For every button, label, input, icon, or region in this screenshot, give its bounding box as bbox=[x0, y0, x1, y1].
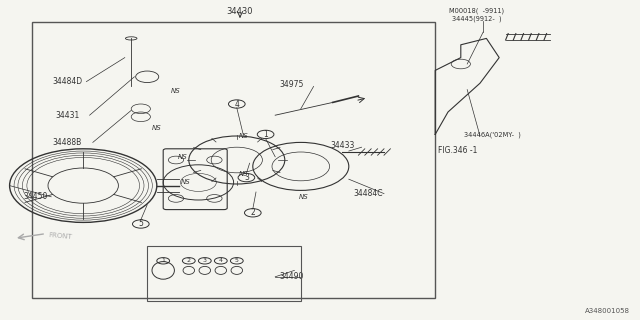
Text: 4: 4 bbox=[234, 100, 239, 108]
Text: 34431: 34431 bbox=[55, 111, 79, 120]
Text: FIG.346 -1: FIG.346 -1 bbox=[438, 146, 477, 155]
Text: A348001058: A348001058 bbox=[586, 308, 630, 314]
Text: 1: 1 bbox=[263, 130, 268, 139]
Text: NS: NS bbox=[180, 180, 191, 185]
Text: 2: 2 bbox=[187, 258, 191, 263]
Text: NS: NS bbox=[238, 172, 248, 177]
Text: 34975: 34975 bbox=[279, 80, 303, 89]
Text: 34445(9912-  ): 34445(9912- ) bbox=[452, 16, 502, 22]
Text: NS: NS bbox=[171, 88, 181, 94]
Text: 5: 5 bbox=[138, 220, 143, 228]
Text: 34446A('02MY-  ): 34446A('02MY- ) bbox=[465, 131, 521, 138]
Bar bbox=[32, 22, 435, 298]
Text: 1: 1 bbox=[161, 258, 165, 263]
Text: 34484D: 34484D bbox=[52, 77, 83, 86]
Bar bbox=[147, 246, 301, 301]
Text: 2: 2 bbox=[250, 208, 255, 217]
Text: 3: 3 bbox=[203, 258, 207, 263]
Text: NS: NS bbox=[299, 194, 309, 200]
Text: 34433: 34433 bbox=[330, 141, 355, 150]
Text: FRONT: FRONT bbox=[48, 232, 72, 240]
Text: NS: NS bbox=[177, 154, 188, 160]
Text: 5: 5 bbox=[235, 258, 239, 263]
Text: M00018(  -9911): M00018( -9911) bbox=[449, 8, 504, 14]
Text: 34430: 34430 bbox=[227, 7, 253, 16]
Text: NS: NS bbox=[238, 133, 248, 139]
Text: 34450: 34450 bbox=[23, 192, 47, 201]
Text: 3: 3 bbox=[244, 173, 249, 182]
Text: 4: 4 bbox=[219, 258, 223, 263]
Text: 34484C: 34484C bbox=[353, 189, 383, 198]
Text: 34488B: 34488B bbox=[52, 138, 82, 147]
Text: NS: NS bbox=[152, 125, 162, 131]
Text: 34490: 34490 bbox=[279, 272, 303, 281]
